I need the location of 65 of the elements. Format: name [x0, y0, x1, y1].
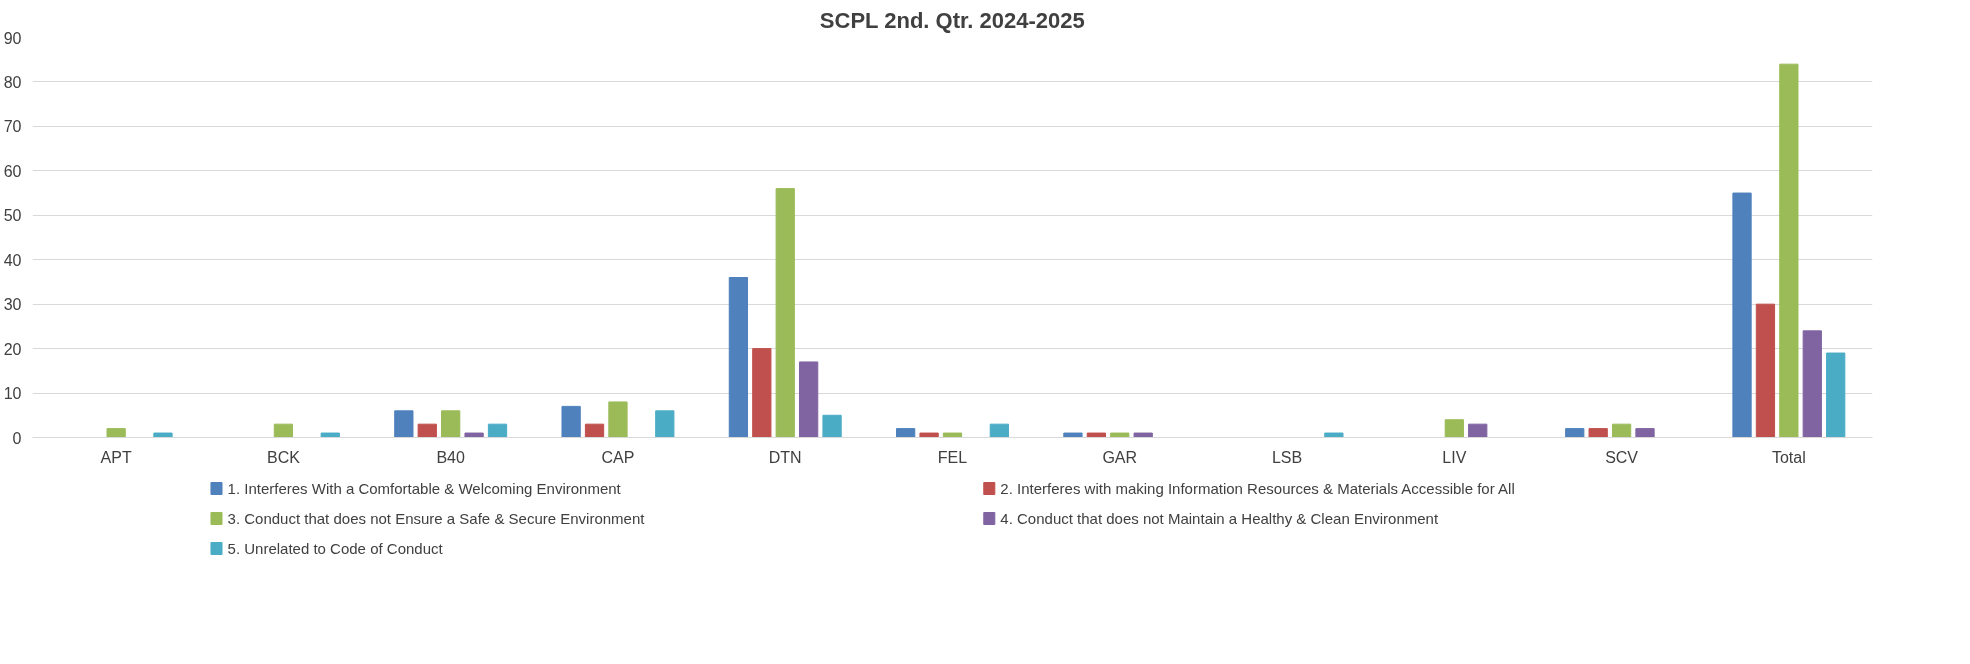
bar — [273, 423, 294, 438]
bar — [896, 428, 916, 438]
y-tick-label: 70 — [3, 118, 22, 136]
x-tick-label: Total — [1771, 448, 1806, 466]
bar — [394, 410, 414, 438]
x-tick-label: LIV — [1442, 448, 1467, 466]
bar — [417, 423, 437, 438]
bar — [799, 361, 819, 438]
legend-label: 5. Unrelated to Code of Conduct — [227, 540, 444, 557]
bar — [942, 432, 963, 438]
bar — [1826, 352, 1846, 438]
bar — [1468, 423, 1488, 438]
y-tick-label: 60 — [3, 162, 22, 180]
y-tick-label: 0 — [12, 429, 22, 447]
chart-title: SCPL 2nd. Qtr. 2024-2025 — [819, 7, 1085, 33]
bar — [1755, 303, 1776, 438]
legend-label: 3. Conduct that does not Ensure a Safe & Secure Environment — [227, 510, 646, 527]
y-tick-label: 40 — [3, 251, 22, 269]
bar — [775, 188, 795, 438]
x-tick-label: B40 — [436, 448, 466, 466]
bar — [919, 432, 939, 438]
legend-label: 1. Interferes With a Comfortable & Welcoming Environment — [227, 480, 622, 497]
bar — [728, 277, 749, 438]
bar — [1802, 330, 1822, 438]
bar — [464, 432, 484, 438]
bar — [1063, 432, 1083, 438]
bar — [1588, 428, 1608, 438]
bar — [1444, 419, 1464, 438]
bar — [1324, 432, 1344, 438]
y-tick-label: 80 — [3, 73, 22, 91]
bar — [1133, 432, 1153, 438]
x-tick-label: CAP — [601, 448, 635, 466]
bar — [822, 414, 842, 438]
x-tick-label: GAR — [1102, 448, 1138, 466]
x-tick-label: LSB — [1271, 448, 1303, 466]
legend-label: 4. Conduct that does not Maintain a Healthy & Clean Environment — [1000, 510, 1439, 527]
x-tick-label: APT — [100, 448, 132, 466]
bar — [1110, 432, 1130, 438]
bar — [487, 423, 508, 438]
x-tick-label: DTN — [768, 448, 802, 466]
bar — [1635, 428, 1655, 438]
bar — [608, 401, 628, 438]
bar — [153, 432, 173, 438]
bar — [1086, 432, 1106, 438]
x-tick-label: SCV — [1605, 448, 1639, 466]
bar — [584, 423, 605, 438]
bar — [752, 348, 772, 438]
x-tick-label: FEL — [937, 448, 968, 466]
bar — [1732, 192, 1752, 438]
y-tick-label: 20 — [3, 340, 22, 358]
bar — [655, 410, 675, 438]
y-tick-label: 10 — [3, 385, 22, 403]
bar — [989, 423, 1009, 438]
y-tick-label: 30 — [3, 296, 22, 314]
x-tick-label: BCK — [266, 448, 301, 466]
bar — [1779, 63, 1799, 438]
y-tick-label: 50 — [3, 207, 22, 225]
legend-label: 2. Interferes with making Information Resources & Materials Accessible for All — [1000, 480, 1515, 497]
bar — [1611, 423, 1632, 438]
bar — [106, 428, 126, 438]
bar — [561, 405, 581, 438]
y-tick-label: 90 — [3, 29, 22, 47]
bar — [320, 432, 340, 438]
bar — [441, 410, 461, 438]
bar — [1565, 428, 1585, 438]
